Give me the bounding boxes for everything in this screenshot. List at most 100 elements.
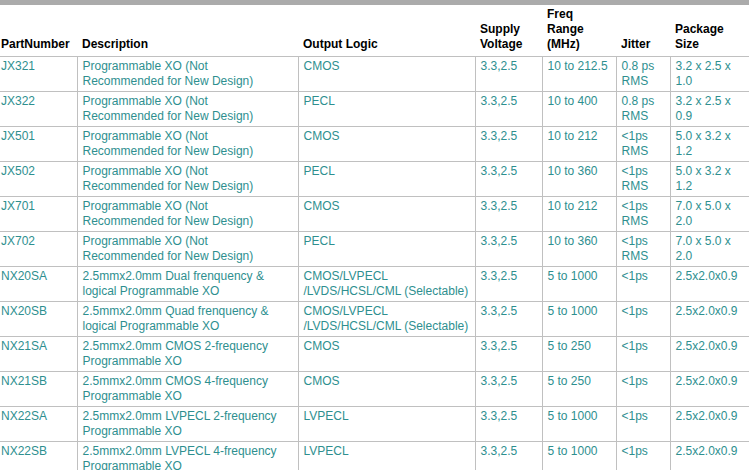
- cell-desc: 2.5mmx2.0mm CMOS 2-frequency Programmabl…: [77, 337, 298, 372]
- cell-jitter: 0.8 ps RMS: [616, 57, 670, 92]
- cell-freq: 5 to 250: [542, 372, 616, 407]
- cell-jitter: <1ps RMS: [616, 162, 670, 197]
- cell-voltage: 3.3,2.5: [475, 407, 542, 442]
- cell-desc: 2.5mmx2.0mm CMOS 4-frequency Programmabl…: [77, 372, 298, 407]
- cell-logic: LVPECL: [298, 442, 475, 470]
- cell-package: 2.5x2.0x0.9: [670, 442, 749, 470]
- cell-voltage: 3.3,2.5: [475, 372, 542, 407]
- cell-logic: CMOS: [298, 337, 475, 372]
- cell-part: JX322: [0, 92, 77, 127]
- cell-voltage: 3.3,2.5: [475, 442, 542, 470]
- table-row: NX20SB2.5mmx2.0mm Quad frenquency & logi…: [0, 302, 749, 337]
- cell-package: 5.0 x 3.2 x 1.2: [670, 127, 749, 162]
- column-header-partnumber: PartNumber: [0, 5, 77, 57]
- cell-desc: 2.5mmx2.0mm Dual frenquency & logical Pr…: [77, 267, 298, 302]
- parts-table-header: PartNumber Description Output Logic Supp…: [0, 5, 749, 57]
- cell-jitter: <1ps RMS: [616, 232, 670, 267]
- cell-part: NX20SA: [0, 267, 77, 302]
- column-header-description: Description: [77, 5, 298, 57]
- cell-part: JX702: [0, 232, 77, 267]
- table-row: JX501Programmable XO (Not Recommended fo…: [0, 127, 749, 162]
- cell-package: 7.0 x 5.0 x 2.0: [670, 232, 749, 267]
- cell-jitter: <1ps RMS: [616, 197, 670, 232]
- cell-package: 5.0 x 3.2 x 1.2: [670, 162, 749, 197]
- cell-package: 3.2 x 2.5 x 1.0: [670, 57, 749, 92]
- cell-part: JX501: [0, 127, 77, 162]
- cell-jitter: <1ps: [616, 407, 670, 442]
- cell-logic: CMOS: [298, 57, 475, 92]
- cell-part: NX21SB: [0, 372, 77, 407]
- cell-voltage: 3.3,2.5: [475, 127, 542, 162]
- table-row: NX22SB2.5mmx2.0mm LVPECL 4-frequency Pro…: [0, 442, 749, 470]
- table-row: JX321Programmable XO (Not Recommended fo…: [0, 57, 749, 92]
- header-row: PartNumber Description Output Logic Supp…: [0, 5, 749, 57]
- cell-freq: 10 to 400: [542, 92, 616, 127]
- cell-freq: 10 to 360: [542, 162, 616, 197]
- cell-jitter: <1ps: [616, 302, 670, 337]
- cell-part: NX20SB: [0, 302, 77, 337]
- cell-package: 7.0 x 5.0 x 2.0: [670, 197, 749, 232]
- cell-package: 2.5x2.0x0.9: [670, 337, 749, 372]
- column-header-freq-range: Freq Range (MHz): [542, 5, 616, 57]
- column-header-supply-voltage: Supply Voltage: [475, 5, 542, 57]
- cell-package: 3.2 x 2.5 x 0.9: [670, 92, 749, 127]
- parts-table-body: JX321Programmable XO (Not Recommended fo…: [0, 57, 749, 470]
- cell-jitter: <1ps RMS: [616, 127, 670, 162]
- cell-logic: CMOS/LVPECL /LVDS/HCSL/CML (Selectable): [298, 267, 475, 302]
- cell-freq: 5 to 250: [542, 337, 616, 372]
- cell-desc: 2.5mmx2.0mm LVPECL 2-frequency Programma…: [77, 407, 298, 442]
- cell-part: JX502: [0, 162, 77, 197]
- cell-logic: LVPECL: [298, 407, 475, 442]
- column-header-package-size: Package Size: [670, 5, 749, 57]
- column-header-output-logic: Output Logic: [298, 5, 475, 57]
- table-row: JX701Programmable XO (Not Recommended fo…: [0, 197, 749, 232]
- cell-logic: PECL: [298, 162, 475, 197]
- cell-freq: 10 to 212: [542, 197, 616, 232]
- cell-voltage: 3.3,2.5: [475, 302, 542, 337]
- table-row: NX22SA2.5mmx2.0mm LVPECL 2-frequency Pro…: [0, 407, 749, 442]
- cell-logic: CMOS: [298, 197, 475, 232]
- cell-jitter: <1ps: [616, 372, 670, 407]
- cell-logic: CMOS/LVPECL /LVDS/HCSL/CML (Selectable): [298, 302, 475, 337]
- cell-voltage: 3.3,2.5: [475, 57, 542, 92]
- table-row: NX20SA2.5mmx2.0mm Dual frenquency & logi…: [0, 267, 749, 302]
- parts-table: PartNumber Description Output Logic Supp…: [0, 5, 749, 470]
- cell-voltage: 3.3,2.5: [475, 92, 542, 127]
- cell-desc: Programmable XO (Not Recommended for New…: [77, 127, 298, 162]
- cell-logic: PECL: [298, 92, 475, 127]
- cell-desc: Programmable XO (Not Recommended for New…: [77, 57, 298, 92]
- cell-freq: 5 to 1000: [542, 267, 616, 302]
- cell-jitter: <1ps: [616, 442, 670, 470]
- cell-voltage: 3.3,2.5: [475, 337, 542, 372]
- cell-freq: 5 to 1000: [542, 442, 616, 470]
- cell-desc: Programmable XO (Not Recommended for New…: [77, 162, 298, 197]
- table-row: NX21SA2.5mmx2.0mm CMOS 2-frequency Progr…: [0, 337, 749, 372]
- cell-jitter: <1ps: [616, 267, 670, 302]
- cell-desc: Programmable XO (Not Recommended for New…: [77, 232, 298, 267]
- cell-part: NX21SA: [0, 337, 77, 372]
- cell-part: NX22SA: [0, 407, 77, 442]
- cell-logic: PECL: [298, 232, 475, 267]
- cell-voltage: 3.3,2.5: [475, 267, 542, 302]
- cell-freq: 5 to 1000: [542, 407, 616, 442]
- cell-voltage: 3.3,2.5: [475, 232, 542, 267]
- cell-logic: CMOS: [298, 372, 475, 407]
- cell-logic: CMOS: [298, 127, 475, 162]
- cell-jitter: 0.8 ps RMS: [616, 92, 670, 127]
- cell-package: 2.5x2.0x0.9: [670, 372, 749, 407]
- cell-freq: 5 to 1000: [542, 302, 616, 337]
- cell-voltage: 3.3,2.5: [475, 197, 542, 232]
- table-row: NX21SB2.5mmx2.0mm CMOS 4-frequency Progr…: [0, 372, 749, 407]
- cell-desc: 2.5mmx2.0mm LVPECL 4-frequency Programma…: [77, 442, 298, 470]
- cell-freq: 10 to 212: [542, 127, 616, 162]
- cell-desc: Programmable XO (Not Recommended for New…: [77, 92, 298, 127]
- column-header-jitter: Jitter: [616, 5, 670, 57]
- table-row: JX702Programmable XO (Not Recommended fo…: [0, 232, 749, 267]
- cell-desc: 2.5mmx2.0mm Quad frenquency & logical Pr…: [77, 302, 298, 337]
- cell-package: 2.5x2.0x0.9: [670, 302, 749, 337]
- cell-desc: Programmable XO (Not Recommended for New…: [77, 197, 298, 232]
- cell-package: 2.5x2.0x0.9: [670, 267, 749, 302]
- cell-part: NX22SB: [0, 442, 77, 470]
- cell-freq: 10 to 360: [542, 232, 616, 267]
- table-row: JX322Programmable XO (Not Recommended fo…: [0, 92, 749, 127]
